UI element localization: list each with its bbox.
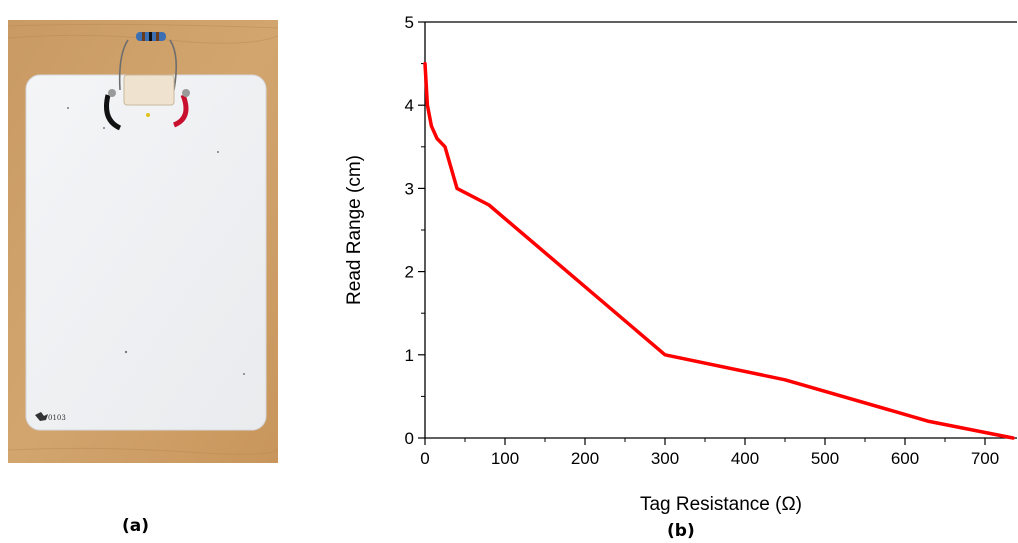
y-tick-label: 5	[405, 13, 414, 32]
y-tick-label: 4	[405, 96, 414, 115]
card-number: 0103	[48, 414, 66, 422]
y-tick-label: 1	[405, 346, 414, 365]
rfid-card	[25, 74, 267, 431]
chart-frame	[424, 21, 1017, 439]
x-axis-tick-labels: 0 100 200 300 400 500 600 700	[420, 449, 999, 468]
ti-logo-icon	[35, 412, 48, 421]
y-axis-title: Read Range (cm)	[344, 155, 365, 305]
y-axis-tick-labels: 0 1 2 3 4 5	[405, 13, 414, 448]
x-axis-ticks	[424, 438, 986, 445]
panel-label-b: (b)	[667, 521, 695, 541]
y-tick-label: 3	[405, 179, 414, 198]
read-range-chart: 0 100 200 300 400 500 600 700 0 1 2 3 4 5 Tag Resist…	[344, 13, 1017, 515]
tag-photo: 0103	[8, 20, 278, 463]
x-tick-label: 0	[420, 449, 429, 468]
x-tick-label: 100	[491, 449, 519, 468]
wood-grain	[8, 23, 278, 455]
series-line	[423, 61, 1015, 440]
connector	[104, 74, 190, 131]
resistor	[118, 32, 178, 91]
x-tick-label: 300	[651, 449, 679, 468]
series-group	[423, 61, 1015, 440]
y-axis-ticks	[418, 21, 425, 439]
x-tick-label: 500	[811, 449, 839, 468]
card-marks	[67, 107, 245, 375]
y-tick-label: 0	[405, 429, 414, 448]
x-tick-label: 400	[731, 449, 759, 468]
x-axis-title: Tag Resistance (Ω)	[640, 494, 802, 515]
x-tick-label: 200	[571, 449, 599, 468]
y-tick-label: 2	[405, 263, 414, 282]
x-tick-label: 700	[971, 449, 999, 468]
x-tick-label: 600	[891, 449, 919, 468]
panel-label-a: (a)	[122, 516, 150, 536]
